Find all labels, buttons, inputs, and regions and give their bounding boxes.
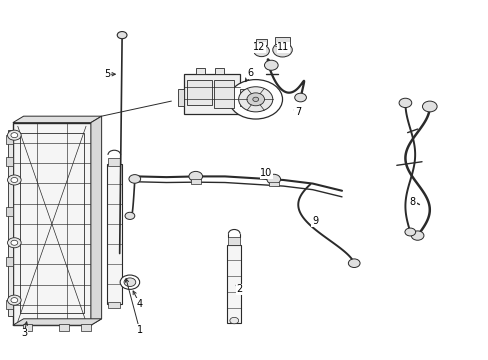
Circle shape (228, 80, 282, 119)
Bar (81, 324, 91, 330)
Polygon shape (228, 237, 240, 244)
Bar (190, 179, 200, 184)
Bar (5, 207, 13, 216)
Text: 6: 6 (247, 68, 253, 78)
Circle shape (7, 295, 21, 305)
Circle shape (410, 231, 423, 240)
Bar (195, 68, 204, 74)
Text: 12: 12 (252, 42, 265, 52)
Bar (20, 134, 83, 313)
Circle shape (11, 133, 18, 138)
Polygon shape (108, 302, 120, 308)
Text: 5: 5 (103, 69, 110, 79)
Circle shape (124, 278, 136, 287)
Bar (227, 244, 241, 323)
Circle shape (398, 98, 411, 108)
Circle shape (246, 93, 264, 106)
Bar (183, 74, 239, 114)
Circle shape (422, 101, 436, 112)
Circle shape (272, 42, 292, 57)
Bar (107, 164, 122, 304)
Circle shape (253, 45, 269, 57)
Circle shape (120, 275, 140, 289)
Text: 4: 4 (136, 299, 142, 309)
Circle shape (11, 177, 18, 183)
Circle shape (7, 130, 21, 140)
Polygon shape (13, 116, 102, 123)
Bar (5, 257, 13, 266)
Polygon shape (108, 158, 120, 166)
Bar (275, 37, 289, 44)
Circle shape (11, 298, 18, 303)
Text: 11: 11 (277, 42, 289, 52)
Circle shape (264, 60, 278, 70)
Bar (5, 135, 13, 144)
Bar (5, 157, 13, 166)
Text: 1: 1 (136, 325, 142, 335)
Text: 9: 9 (311, 216, 318, 226)
Circle shape (404, 228, 415, 236)
Circle shape (125, 212, 135, 220)
Bar (187, 80, 211, 105)
Bar (5, 300, 13, 309)
Polygon shape (13, 123, 91, 325)
Circle shape (347, 259, 359, 267)
Circle shape (252, 97, 258, 102)
Bar (22, 324, 32, 330)
Circle shape (188, 171, 202, 181)
Circle shape (7, 175, 21, 185)
Text: 7: 7 (294, 107, 301, 117)
Text: 3: 3 (21, 328, 27, 338)
Circle shape (266, 174, 280, 184)
Bar (239, 89, 245, 107)
Bar (268, 182, 278, 186)
Bar (59, 324, 69, 330)
Circle shape (129, 175, 141, 183)
Polygon shape (91, 116, 102, 325)
Polygon shape (8, 130, 13, 316)
Circle shape (294, 93, 306, 102)
Circle shape (238, 87, 272, 112)
Bar (255, 40, 267, 45)
Circle shape (7, 238, 21, 248)
Bar (177, 89, 183, 107)
Circle shape (11, 240, 18, 245)
Bar (215, 68, 224, 74)
Polygon shape (13, 319, 102, 325)
Bar (214, 80, 233, 108)
Text: 8: 8 (409, 197, 415, 207)
Circle shape (229, 318, 238, 324)
Text: 10: 10 (260, 168, 272, 178)
Circle shape (117, 32, 127, 39)
Text: 2: 2 (236, 284, 242, 294)
